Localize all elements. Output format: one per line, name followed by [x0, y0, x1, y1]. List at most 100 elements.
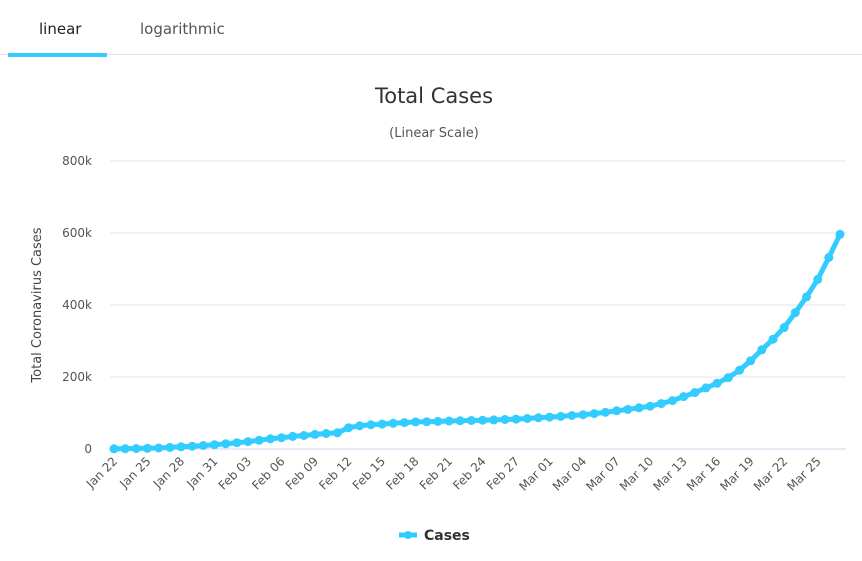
data-point[interactable]	[623, 404, 633, 414]
x-tick-label: Feb 21	[417, 454, 455, 492]
data-point[interactable]	[533, 413, 543, 423]
active-tab-indicator	[8, 53, 107, 57]
y-axis-label: Total Coronavirus Cases	[30, 227, 45, 383]
y-axis-ticks: 0 200k 400k 600k 800k	[62, 154, 92, 456]
x-tick-label: Feb 09	[283, 454, 321, 492]
tab-linear[interactable]: linear	[39, 20, 82, 38]
legend[interactable]: Cases	[399, 528, 470, 544]
data-point[interactable]	[712, 378, 722, 388]
data-point[interactable]	[723, 373, 733, 383]
data-point[interactable]	[165, 442, 175, 452]
data-point[interactable]	[377, 419, 387, 429]
x-tick-label: Feb 12	[316, 454, 354, 492]
data-point[interactable]	[187, 441, 197, 451]
data-point[interactable]	[344, 423, 354, 433]
x-tick-label: Jan 28	[150, 454, 187, 491]
data-point[interactable]	[221, 439, 231, 449]
data-point[interactable]	[243, 437, 253, 447]
grid-lines	[110, 160, 846, 378]
data-point[interactable]	[835, 229, 845, 239]
data-point[interactable]	[332, 428, 342, 438]
data-point[interactable]	[288, 431, 298, 441]
data-point[interactable]	[500, 415, 510, 424]
data-point[interactable]	[511, 414, 521, 424]
x-tick-label: Mar 10	[617, 454, 656, 493]
data-point[interactable]	[600, 407, 610, 417]
data-point[interactable]	[444, 416, 454, 426]
data-point[interactable]	[399, 418, 409, 428]
data-point[interactable]	[198, 441, 208, 450]
data-point[interactable]	[265, 434, 275, 444]
data-point[interactable]	[210, 440, 219, 450]
data-point[interactable]	[813, 274, 823, 284]
x-tick-label: Mar 25	[784, 454, 823, 493]
data-point[interactable]	[746, 356, 756, 366]
data-point[interactable]	[690, 388, 700, 398]
data-point[interactable]	[411, 417, 421, 427]
data-point[interactable]	[589, 409, 599, 419]
data-point[interactable]	[612, 406, 622, 416]
data-point[interactable]	[433, 416, 443, 426]
tab-logarithmic[interactable]: logarithmic	[140, 20, 225, 38]
data-point[interactable]	[779, 323, 789, 332]
data-point[interactable]	[824, 253, 834, 262]
data-point[interactable]	[634, 403, 644, 413]
data-point[interactable]	[310, 429, 320, 439]
y-tick-label: 600k	[62, 226, 92, 240]
data-point[interactable]	[802, 292, 811, 302]
data-point[interactable]	[522, 414, 532, 423]
data-point[interactable]	[455, 416, 465, 426]
data-point[interactable]	[656, 399, 666, 409]
data-point[interactable]	[489, 415, 499, 425]
x-tick-label: Feb 06	[249, 454, 287, 492]
y-tick-label: 200k	[62, 370, 92, 384]
data-point[interactable]	[735, 365, 744, 375]
x-tick-label: Feb 24	[450, 454, 488, 492]
data-point[interactable]	[679, 392, 689, 402]
legend-label-cases[interactable]: Cases	[424, 528, 470, 544]
data-point[interactable]	[154, 443, 164, 453]
data-point[interactable]	[701, 383, 711, 393]
chart-subtitle: (Linear Scale)	[389, 126, 479, 141]
data-point[interactable]	[366, 420, 376, 430]
data-point[interactable]	[388, 418, 398, 428]
data-point[interactable]	[478, 415, 488, 425]
scale-tabs: linear logarithmic	[0, 0, 862, 57]
data-point[interactable]	[422, 417, 432, 427]
x-tick-label: Feb 27	[484, 454, 522, 492]
data-point[interactable]	[768, 334, 778, 344]
data-point[interactable]	[176, 442, 186, 452]
x-tick-label: Mar 22	[751, 454, 790, 493]
x-tick-label: Mar 04	[550, 454, 589, 493]
data-point[interactable]	[109, 444, 119, 454]
data-point[interactable]	[757, 345, 767, 355]
data-point[interactable]	[578, 410, 588, 420]
legend-marker-icon	[404, 531, 412, 539]
x-tick-label: Mar 13	[650, 454, 689, 493]
data-point[interactable]	[466, 416, 476, 425]
y-tick-label: 0	[84, 442, 92, 456]
data-point[interactable]	[143, 443, 152, 453]
data-point[interactable]	[668, 396, 677, 406]
data-point[interactable]	[120, 444, 130, 454]
data-point[interactable]	[355, 421, 365, 431]
x-tick-label: Mar 19	[717, 454, 756, 493]
y-tick-label: 800k	[62, 154, 92, 168]
chart-title: Total Cases	[374, 84, 493, 108]
x-tick-label: Jan 22	[83, 454, 120, 491]
data-point[interactable]	[232, 438, 242, 448]
x-tick-label: Jan 25	[116, 454, 153, 491]
data-point[interactable]	[556, 411, 566, 421]
data-point[interactable]	[277, 433, 286, 443]
data-point[interactable]	[545, 412, 555, 422]
data-point[interactable]	[321, 429, 331, 438]
data-point[interactable]	[790, 308, 800, 318]
data-point[interactable]	[645, 401, 655, 411]
data-point[interactable]	[567, 411, 577, 420]
data-point[interactable]	[131, 444, 141, 453]
x-tick-label: Feb 15	[350, 454, 388, 492]
series-line	[111, 231, 843, 452]
data-point[interactable]	[254, 435, 264, 445]
data-point[interactable]	[299, 431, 309, 440]
